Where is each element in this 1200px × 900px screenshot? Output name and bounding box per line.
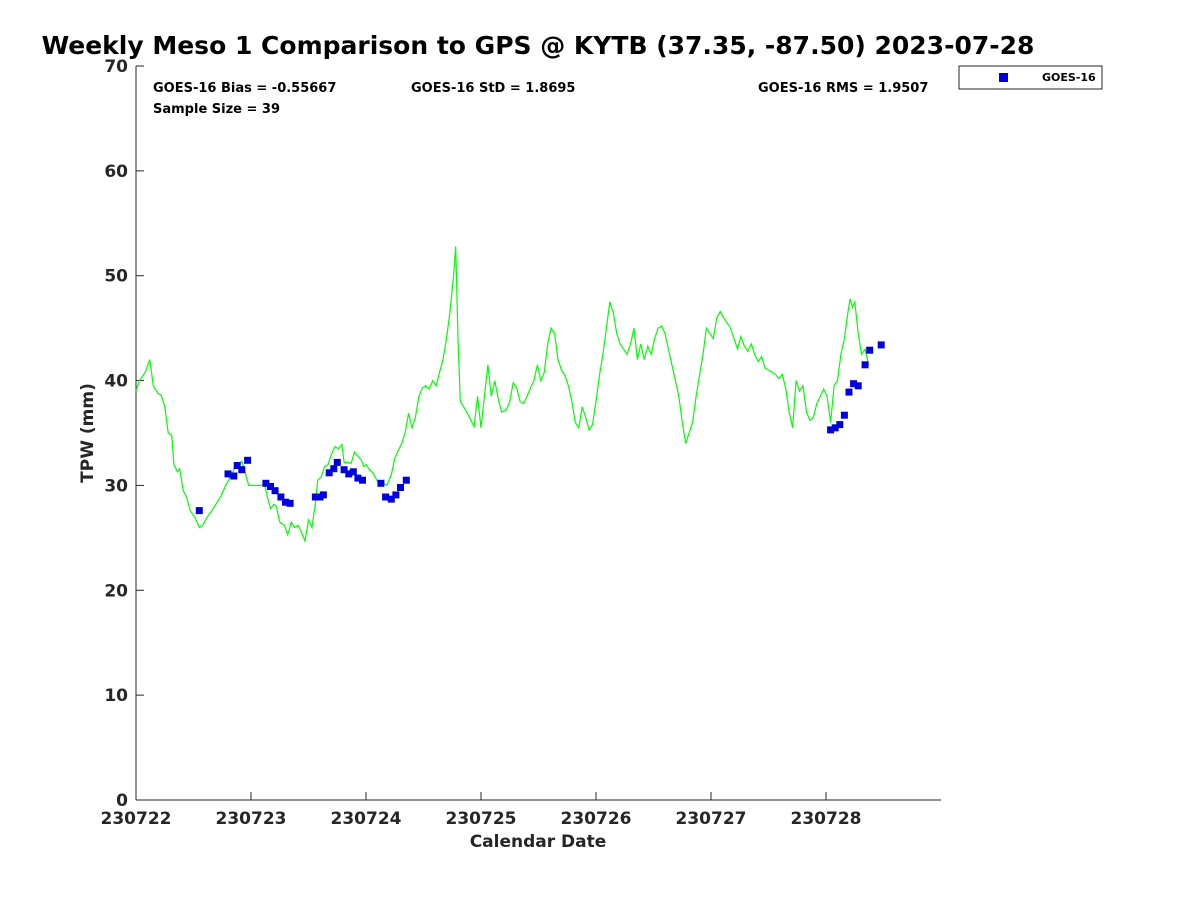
data-point-goes16 <box>827 426 835 434</box>
data-point-goes16 <box>267 483 274 490</box>
data-point-goes16 <box>402 476 410 484</box>
data-point-goes16 <box>845 388 853 396</box>
legend: GOES-16 <box>958 65 1103 90</box>
data-point-goes16 <box>277 493 285 501</box>
data-point-goes16 <box>345 470 353 478</box>
stat-rms: GOES-16 RMS = 1.9507 <box>758 81 928 96</box>
series-line-gps <box>135 246 870 544</box>
y-tick-label: 0 <box>116 791 128 811</box>
y-tick-label: 40 <box>104 372 128 392</box>
x-tick-label: 230728 <box>791 809 862 829</box>
data-point-goes16 <box>224 470 232 478</box>
data-point-goes16 <box>311 493 319 501</box>
data-point-goes16 <box>831 424 839 432</box>
data-point-goes16 <box>850 380 858 388</box>
legend-box <box>958 65 1103 90</box>
data-point-goes16 <box>354 474 362 482</box>
legend-marker-goes16 <box>999 73 1008 82</box>
x-tick-label: 230725 <box>446 809 517 829</box>
x-tick-label: 230726 <box>561 809 632 829</box>
y-axis-label: TPW (mm) <box>78 383 98 483</box>
data-point-goes16 <box>238 466 246 474</box>
data-point-goes16 <box>349 468 357 476</box>
data-point-goes16 <box>840 411 848 419</box>
x-tick-label: 230722 <box>101 809 172 829</box>
y-tick-label: 60 <box>104 162 128 182</box>
y-tick-label: 10 <box>104 686 128 706</box>
data-point-goes16 <box>333 458 341 466</box>
data-point-goes16 <box>359 476 366 484</box>
data-point-goes16 <box>319 491 327 499</box>
x-tick-label: 230727 <box>676 809 747 829</box>
data-point-goes16 <box>325 469 333 477</box>
stat-std: GOES-16 StD = 1.8695 <box>411 81 575 96</box>
x-tick-label: 230724 <box>331 809 402 829</box>
data-point-goes16 <box>392 491 400 499</box>
stat-bias: GOES-16 Bias = -0.55667 <box>153 81 336 96</box>
data-point-goes16 <box>866 346 874 354</box>
y-tick-label: 20 <box>104 581 128 601</box>
data-point-goes16 <box>262 479 270 487</box>
axes: 0 10 20 30 40 50 60 70 230722 230723 230724 230725 2… <box>101 57 941 829</box>
y-tick-label: 70 <box>104 57 128 77</box>
data-point-goes16 <box>195 507 203 515</box>
data-point-goes16 <box>877 341 885 349</box>
stats-annotations: GOES-16 Bias = -0.55667 GOES-16 StD = 1.… <box>153 81 928 117</box>
data-point-goes16 <box>854 382 862 390</box>
plot-area <box>135 246 885 544</box>
y-tick-label: 50 <box>104 267 128 287</box>
data-point-goes16 <box>382 493 390 501</box>
data-point-goes16 <box>340 466 348 474</box>
data-point-goes16 <box>330 465 338 473</box>
x-tick-label: 230723 <box>216 809 287 829</box>
data-point-goes16 <box>282 498 289 506</box>
y-tick-label: 30 <box>104 476 128 496</box>
stat-sample-size: Sample Size = 39 <box>153 102 280 117</box>
data-point-goes16 <box>286 499 294 507</box>
data-point-goes16 <box>244 456 252 464</box>
data-point-goes16 <box>861 361 869 369</box>
data-point-goes16 <box>836 421 844 429</box>
data-point-goes16 <box>271 487 279 495</box>
data-point-goes16 <box>397 484 404 491</box>
data-point-goes16 <box>387 495 395 503</box>
legend-label-goes16: GOES-16 <box>1042 71 1096 84</box>
data-point-goes16 <box>230 472 238 480</box>
x-axis-label: Calendar Date <box>470 832 607 852</box>
chart-title: Weekly Meso 1 Comparison to GPS @ KYTB (… <box>42 31 1035 60</box>
data-point-goes16 <box>233 462 241 469</box>
data-point-goes16 <box>377 479 385 487</box>
